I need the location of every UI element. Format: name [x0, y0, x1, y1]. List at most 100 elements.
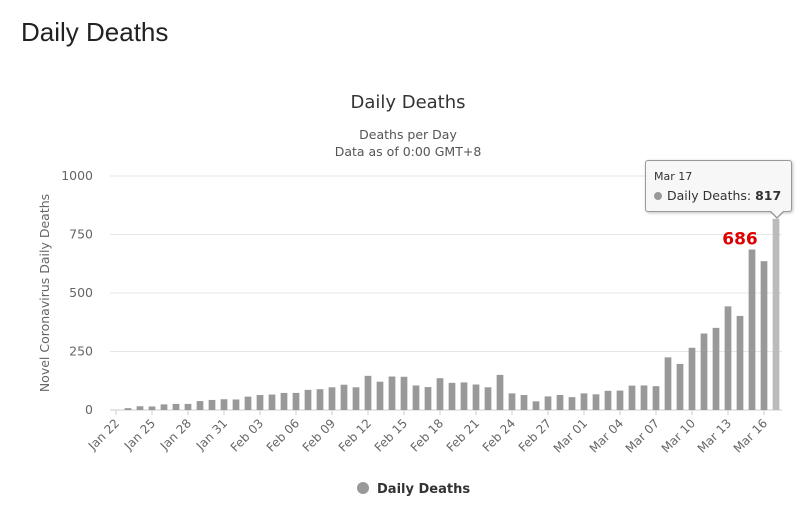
bar[interactable]: [352, 387, 360, 410]
bar[interactable]: [724, 306, 732, 410]
tooltip-date: Mar 17: [654, 170, 693, 183]
bar[interactable]: [184, 403, 192, 410]
bar[interactable]: [532, 401, 540, 410]
bar[interactable]: [340, 384, 348, 410]
x-tick-label: Mar 07: [623, 416, 662, 455]
bar[interactable]: [760, 261, 768, 410]
bar[interactable]: [292, 392, 300, 410]
y-tick-label: 500: [69, 285, 93, 300]
bar[interactable]: [616, 390, 624, 410]
x-tick-label: Feb 03: [228, 416, 266, 454]
bar[interactable]: [484, 387, 492, 410]
bar[interactable]: [568, 397, 576, 410]
bar[interactable]: [580, 393, 588, 410]
x-tick-label: Feb 15: [372, 416, 410, 454]
x-tick-label: Jan 31: [193, 416, 230, 453]
bar[interactable]: [472, 384, 480, 410]
bar[interactable]: [676, 363, 684, 410]
x-tick-label: Feb 12: [336, 416, 374, 454]
legend[interactable]: Daily Deaths: [357, 482, 470, 497]
bar[interactable]: [208, 399, 216, 410]
bar[interactable]: [280, 392, 288, 410]
legend-label[interactable]: Daily Deaths: [377, 482, 470, 497]
bar[interactable]: [244, 396, 252, 410]
bar[interactable]: [376, 381, 384, 410]
bar[interactable]: [520, 395, 528, 410]
bar[interactable]: [640, 385, 648, 410]
bar[interactable]: [628, 385, 636, 410]
data-label-annotation: 686: [722, 229, 758, 249]
legend-marker: [357, 482, 369, 494]
bar[interactable]: [544, 396, 552, 410]
bar[interactable]: [220, 399, 228, 410]
bar-series[interactable]: [124, 218, 780, 410]
bar[interactable]: [652, 386, 660, 410]
bar[interactable]: [160, 404, 168, 410]
x-tick-label: Mar 01: [551, 416, 590, 455]
y-axis-ticks: 0 250 500 750 1000: [61, 168, 93, 417]
bar[interactable]: [664, 357, 672, 410]
bar[interactable]: [460, 382, 468, 410]
tooltip-value: 817: [755, 188, 782, 203]
bar[interactable]: [496, 374, 504, 410]
bar[interactable]: [508, 393, 516, 410]
bar[interactable]: [412, 385, 420, 410]
x-tick-label: Feb 06: [264, 416, 302, 454]
bar[interactable]: [304, 389, 312, 410]
bar[interactable]: [196, 401, 204, 410]
bar[interactable]: [388, 376, 396, 410]
bar[interactable]: [712, 327, 720, 410]
bar[interactable]: [328, 387, 336, 410]
y-tick-label: 0: [85, 402, 93, 417]
tooltip-row: Daily Deaths: 817: [654, 188, 781, 203]
x-tick-label: Jan 25: [121, 416, 158, 453]
x-tick-label: Jan 22: [85, 416, 122, 453]
x-tick-label: Feb 24: [480, 416, 518, 454]
tooltip-pointer: [770, 211, 784, 219]
tooltip-series-name: Daily Deaths: [667, 188, 747, 203]
x-tick-label: Feb 09: [300, 416, 338, 454]
y-tick-label: 750: [69, 227, 93, 242]
bar[interactable]: [148, 406, 156, 410]
bar[interactable]: [592, 394, 600, 410]
bar[interactable]: [556, 395, 564, 410]
tooltip-series-dot: [654, 192, 662, 200]
bar[interactable]: [268, 394, 276, 410]
bar[interactable]: [424, 387, 432, 410]
x-tick-label: Mar 04: [587, 416, 626, 455]
chart-title: Daily Deaths: [350, 92, 465, 113]
bar[interactable]: [448, 382, 456, 410]
bar[interactable]: [400, 376, 408, 410]
bar[interactable]: [436, 378, 444, 410]
chart-subtitle-line2: Data as of 0:00 GMT+8: [335, 144, 482, 159]
y-axis-title: Novel Coronavirus Daily Deaths: [37, 194, 52, 392]
x-tick-label: Mar 10: [659, 416, 698, 455]
tooltip: Mar 17 Daily Deaths: 817: [645, 160, 792, 219]
y-tick-label: 1000: [61, 168, 93, 183]
bar[interactable]: [256, 395, 264, 410]
bar[interactable]: [172, 403, 180, 410]
x-tick-label: Mar 13: [695, 416, 734, 455]
bar[interactable]: [316, 389, 324, 410]
x-tick-label: Feb 27: [516, 416, 554, 454]
bar[interactable]: [736, 315, 744, 410]
bar[interactable]: [688, 347, 696, 410]
x-tick-label: Jan 28: [157, 416, 194, 453]
x-tick-label: Feb 18: [408, 416, 446, 454]
bar[interactable]: [772, 218, 780, 410]
bar[interactable]: [124, 408, 132, 410]
bar[interactable]: [364, 375, 372, 410]
chart-subtitle-line1: Deaths per Day: [359, 127, 457, 142]
bar[interactable]: [748, 249, 756, 410]
x-tick-label: Feb 21: [444, 416, 482, 454]
y-tick-label: 250: [69, 344, 93, 359]
page-heading: Daily Deaths: [21, 17, 169, 47]
bar[interactable]: [700, 333, 708, 410]
bar[interactable]: [604, 390, 612, 410]
bar[interactable]: [136, 406, 144, 410]
bar[interactable]: [232, 399, 240, 410]
x-tick-label: Mar 16: [731, 416, 770, 455]
